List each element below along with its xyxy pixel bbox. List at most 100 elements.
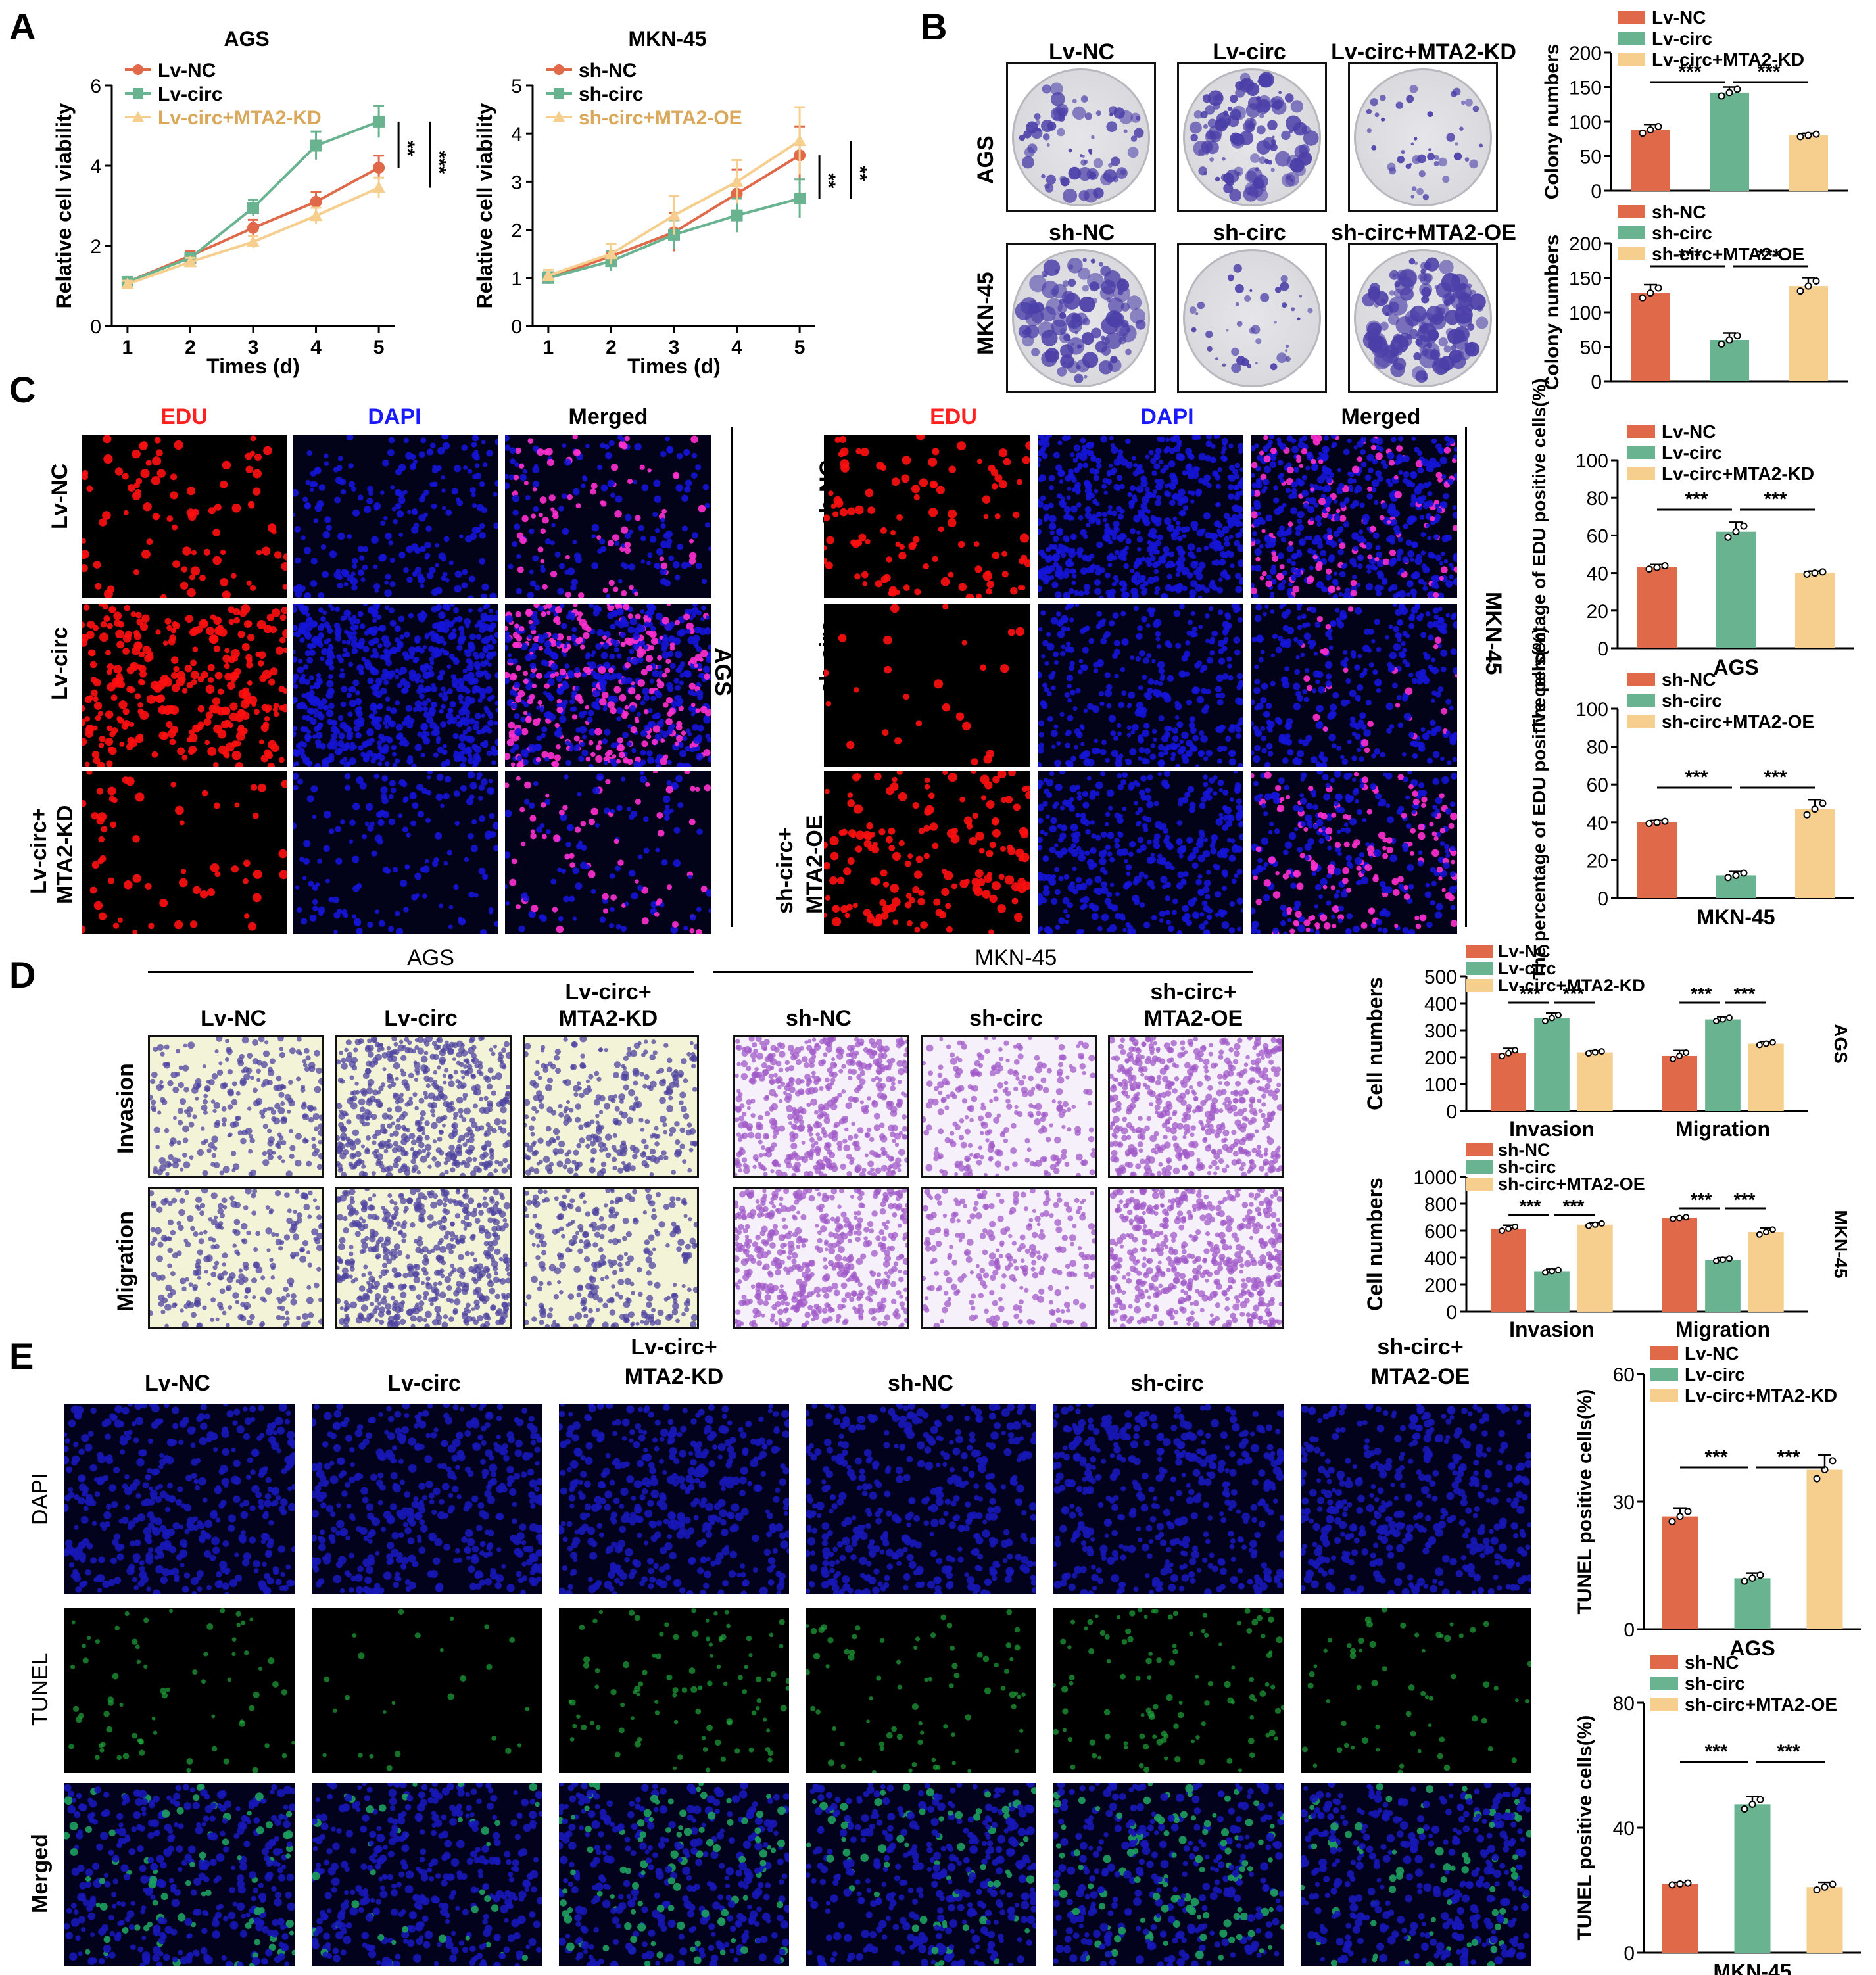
colony <box>1416 187 1424 195</box>
y-tick-label: 80 <box>1613 1693 1635 1715</box>
y-tick-label: 400 <box>1424 993 1457 1015</box>
bar <box>1662 1055 1697 1111</box>
dapi-header-ags: DAPI <box>368 404 421 429</box>
colony <box>1245 124 1255 133</box>
legend-label: Lv-NC <box>1662 421 1716 442</box>
colony <box>1189 306 1197 314</box>
colony <box>1195 312 1199 316</box>
colony <box>1050 288 1058 296</box>
tunel-image <box>1053 1608 1284 1773</box>
colony <box>1089 281 1099 292</box>
edu-side-label-ags: AGS <box>710 648 735 696</box>
panel-letter-b: B <box>921 6 948 47</box>
replicate-dot <box>1740 869 1748 877</box>
legend-swatch <box>1627 715 1655 728</box>
replicate-dot <box>1804 282 1812 290</box>
colony <box>1270 363 1278 371</box>
bar <box>1637 567 1677 648</box>
tunel-image <box>1301 1608 1531 1773</box>
legend-swatch <box>1650 1655 1678 1669</box>
replicate-dot <box>1670 1055 1677 1062</box>
sig-label: *** <box>1691 984 1712 1004</box>
colony <box>1282 302 1287 308</box>
colony <box>1231 347 1239 356</box>
colony <box>1297 317 1301 321</box>
bar-chart-ags-edu: 0 20 40 60 80 100 *** *** Lv-NCLv-circLv-circ+MT… <box>1529 378 1854 730</box>
data-point <box>247 235 260 247</box>
y-tick-label: 0 <box>1597 638 1608 660</box>
replicate-dot <box>1683 1214 1690 1221</box>
colony <box>1197 301 1205 310</box>
x-tick-label: 1 <box>543 337 554 358</box>
x-tick-label: 5 <box>373 337 385 358</box>
colony <box>1247 364 1252 369</box>
data-point <box>183 255 197 268</box>
y-tick-label: 6 <box>90 76 101 97</box>
replicate-dot <box>1748 1574 1756 1582</box>
replicate-dot <box>1653 819 1661 826</box>
y-tick-label: 2 <box>511 220 522 242</box>
colony-dish-ags-lv-circ-mta2-kd <box>1348 62 1498 212</box>
colony <box>1454 305 1473 324</box>
legend-label: Lv-circ <box>1652 28 1712 49</box>
colony <box>1464 341 1480 357</box>
legend-label: sh-circ <box>1498 1157 1556 1177</box>
sig-label: *** <box>1704 1741 1727 1763</box>
colony <box>1371 145 1377 151</box>
dapi-image <box>64 1404 295 1594</box>
replicate-dot <box>1762 1040 1769 1047</box>
replicate-dot <box>1639 294 1647 302</box>
legend-swatch <box>1618 247 1645 260</box>
x-tick-label: Invasion <box>1509 1117 1595 1141</box>
colony <box>1395 101 1404 109</box>
colony <box>1098 262 1103 267</box>
colony <box>1285 344 1289 348</box>
legend-swatch <box>1650 1677 1678 1690</box>
legend-swatch <box>1650 1368 1678 1381</box>
colony <box>1248 183 1264 198</box>
colony <box>1418 170 1426 178</box>
replicate-dot <box>1585 1050 1592 1057</box>
data-point <box>247 222 259 234</box>
y-tick-label: 100 <box>1424 1074 1457 1096</box>
tunel-col-sh-nc: sh-NC <box>887 1371 954 1396</box>
y-tick-label: 0 <box>1446 1101 1457 1123</box>
colony <box>1190 133 1198 142</box>
colony <box>1229 189 1242 202</box>
colony <box>1249 118 1255 123</box>
bar <box>1710 340 1749 381</box>
sig-label: *** <box>1691 1189 1712 1210</box>
data-point <box>372 181 386 193</box>
replicate-dot <box>1732 528 1740 536</box>
sig-label: *** <box>1704 1446 1727 1468</box>
sig-label: *** <box>1678 61 1701 83</box>
merged-image <box>1053 1783 1284 1966</box>
legend-label: sh-circ+MTA2-OE <box>1498 1174 1645 1194</box>
colony <box>1106 121 1118 133</box>
edu-image <box>82 435 287 598</box>
replicate-dot <box>1598 1220 1605 1227</box>
colony <box>1223 183 1234 194</box>
colony <box>1398 366 1403 370</box>
sig-label: *** <box>1734 1189 1756 1210</box>
transwell-image <box>523 1035 699 1178</box>
colony <box>1234 283 1244 293</box>
edu-image <box>824 435 1030 598</box>
merged-image <box>64 1783 295 1966</box>
data-point <box>604 247 618 260</box>
legend-swatch <box>1618 226 1645 239</box>
colony <box>1040 306 1056 322</box>
replicate-dot <box>1676 1052 1683 1059</box>
colony <box>1408 258 1416 265</box>
colony <box>1130 135 1138 142</box>
replicate-dot <box>1668 1881 1676 1889</box>
replicate-dot <box>1555 1266 1562 1273</box>
y-tick-label: 800 <box>1424 1194 1457 1216</box>
bar-chart-mkn45-transwell: 0 200 400 600 800 1000 *** *** Invasion *** *** Mig… <box>1363 1140 1851 1341</box>
colony <box>1043 274 1047 277</box>
dapi-image <box>559 1404 789 1594</box>
legend-swatch <box>1618 53 1645 66</box>
edu-side-label-mkn45: MKN-45 <box>1481 592 1506 675</box>
sig-label: *** <box>1757 245 1780 267</box>
legend-swatch <box>1650 1698 1678 1711</box>
